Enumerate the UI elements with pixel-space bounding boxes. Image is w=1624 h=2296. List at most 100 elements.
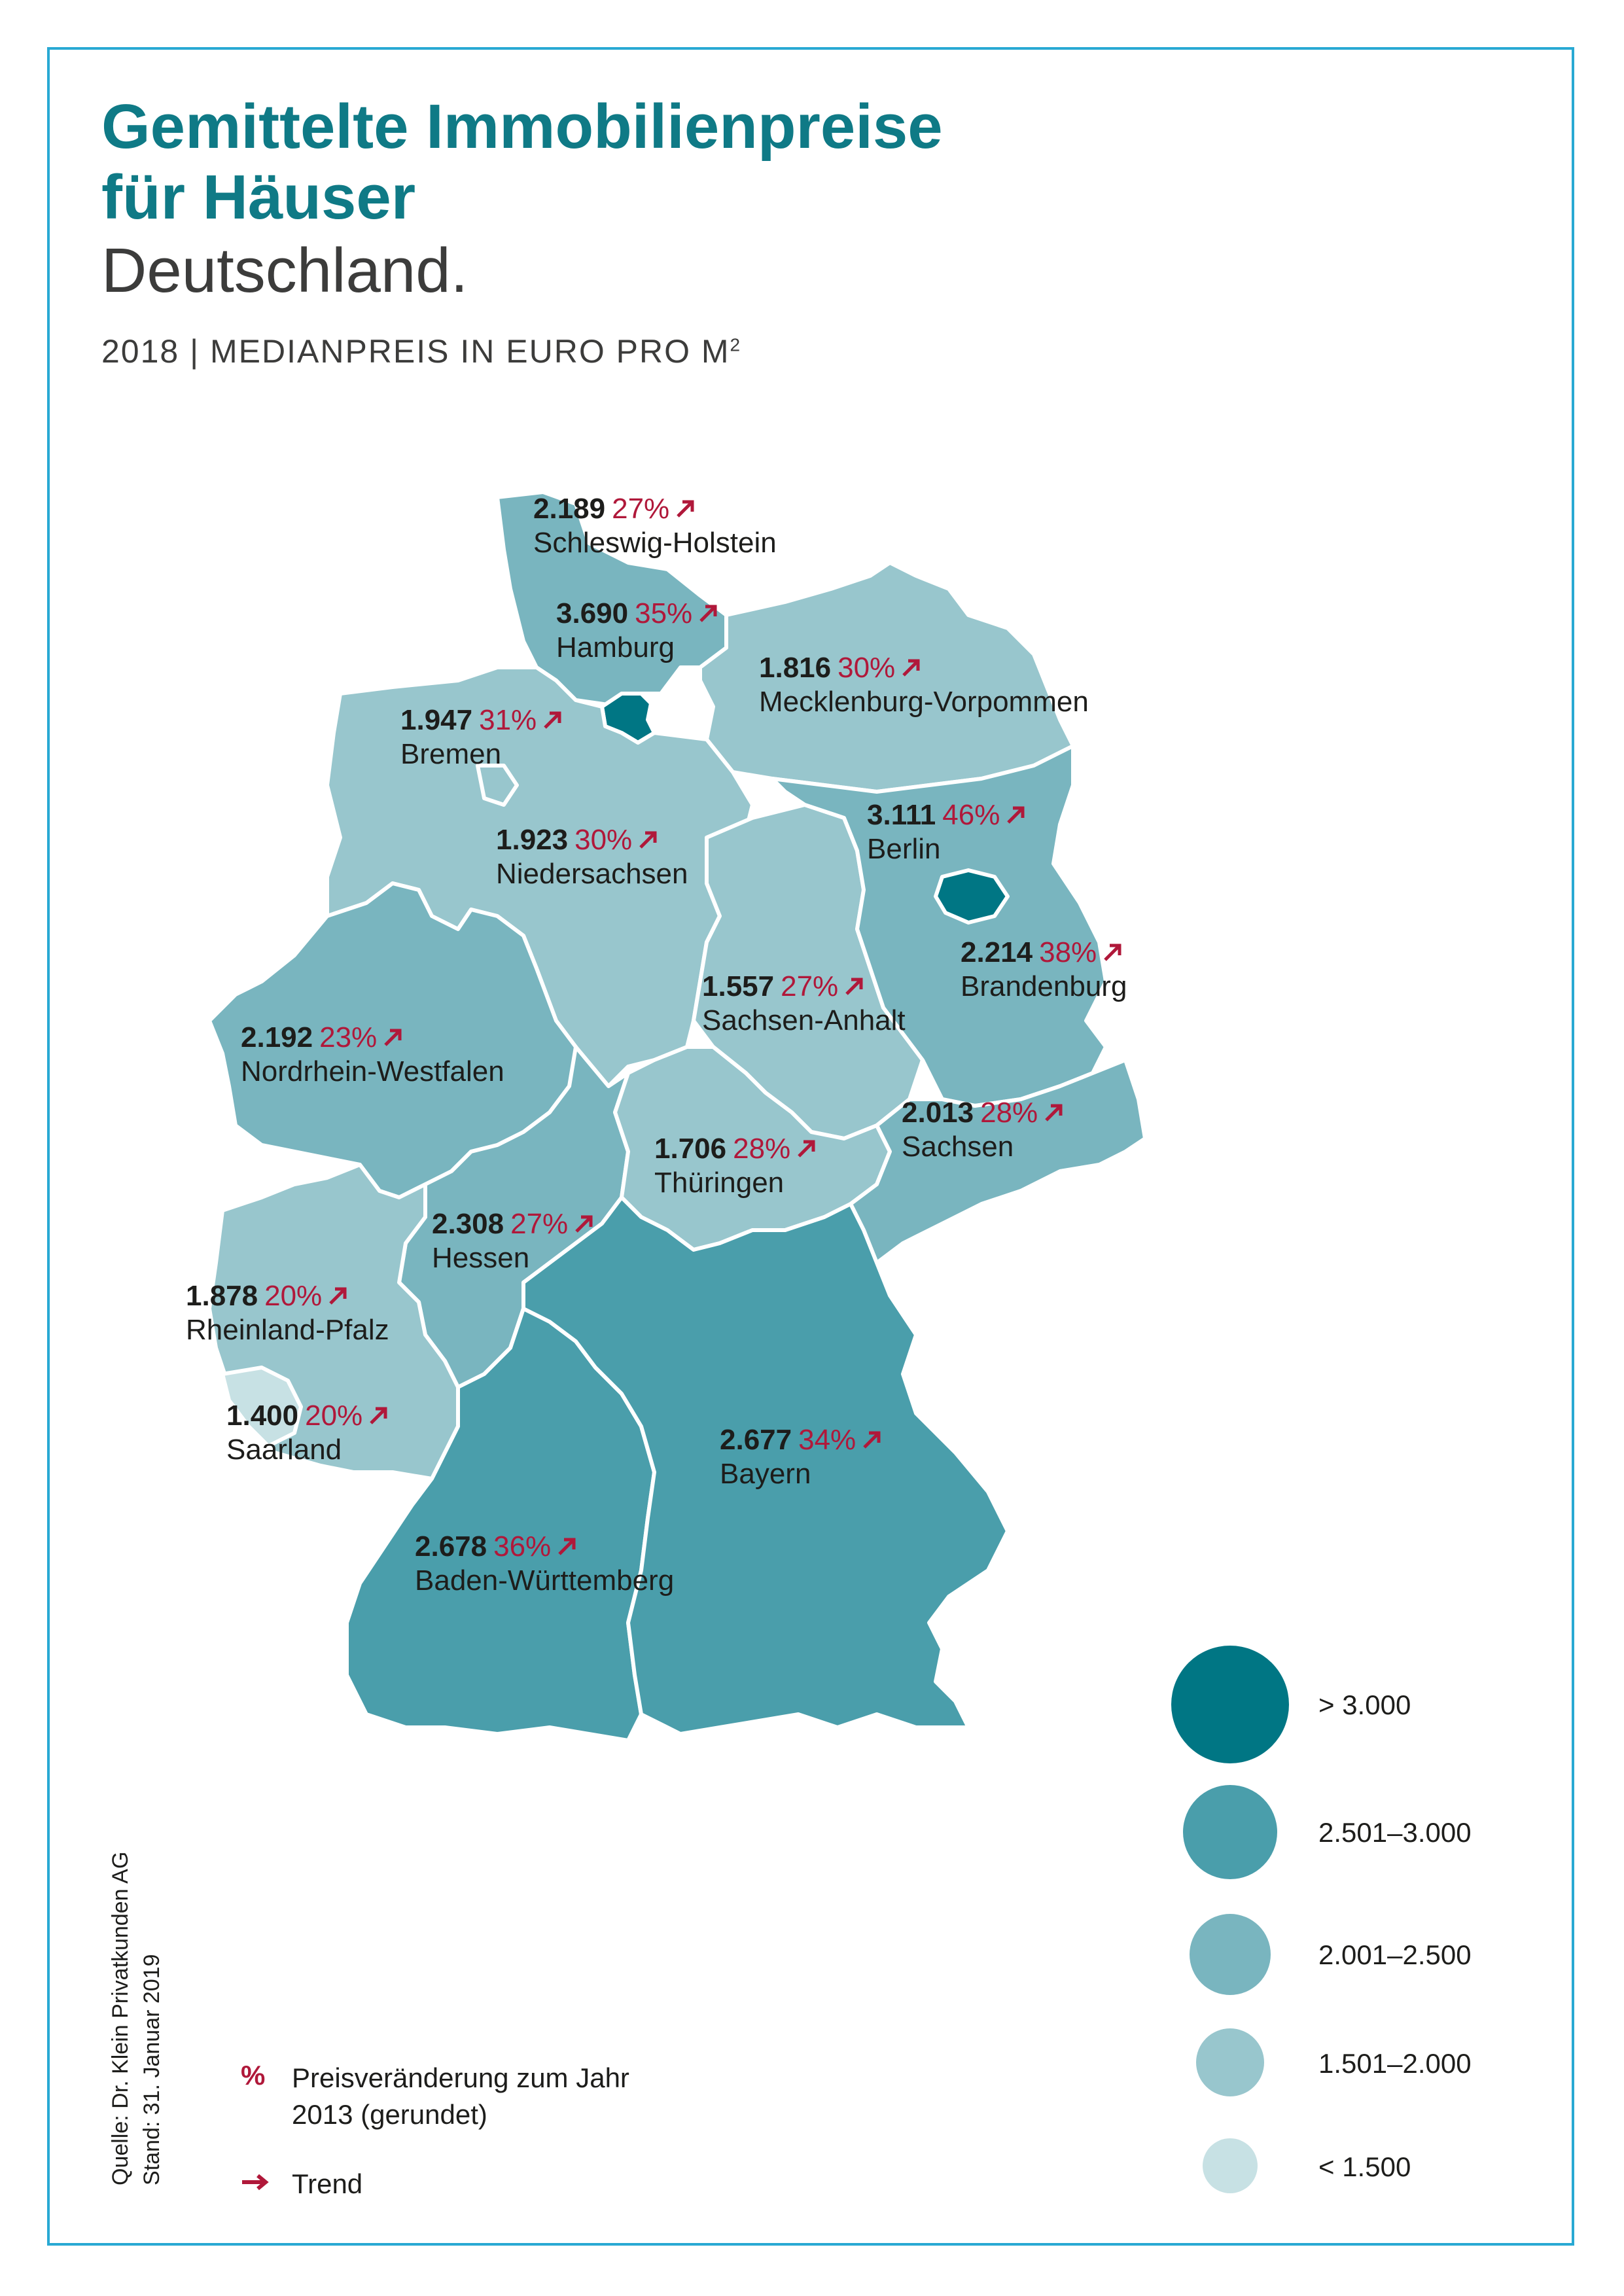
region-bremen <box>476 764 519 807</box>
trend-arrow-icon <box>329 1287 347 1305</box>
trend-arrow-icon <box>558 1538 576 1555</box>
percent-note: % Preisveränderung zum Jahr 2013 (gerund… <box>241 2060 699 2138</box>
title-line-2: für Häuser <box>101 162 416 232</box>
trend-arrow-icon <box>902 659 920 677</box>
label-rheinland-pfalz: 1.878 20% Rheinland-Pfalz <box>186 1279 389 1347</box>
region-change: 27% <box>781 970 839 1002</box>
region-change: 27% <box>510 1208 569 1240</box>
page-frame <box>47 47 1574 2246</box>
percent-symbol: % <box>241 2060 266 2091</box>
region-name: Sachsen-Anhalt <box>702 1004 906 1036</box>
region-change: 30% <box>838 652 896 684</box>
trend-note: Trend <box>241 2166 503 2205</box>
region-value: 2.308 <box>432 1208 504 1240</box>
region-value: 2.214 <box>961 936 1033 968</box>
region-change: 31% <box>479 704 537 736</box>
region-value: 1.557 <box>702 970 775 1002</box>
trend-arrow-icon <box>384 1029 402 1046</box>
region-name: Saarland <box>226 1434 342 1466</box>
legend-circle-2001-2500 <box>1190 1914 1271 1995</box>
region-berlin <box>934 868 1010 925</box>
region-saarland <box>221 1366 303 1448</box>
region-value: 1.947 <box>400 704 473 736</box>
source-credit: Quelle: Dr. Klein Privatkunden AG Stand:… <box>105 1852 168 2185</box>
trend-arrow-icon <box>575 1215 593 1233</box>
label-bayern: 2.677 34% Bayern <box>720 1423 883 1491</box>
region-name: Schleswig-Holstein <box>533 527 777 559</box>
region-change: 28% <box>980 1097 1038 1129</box>
legend-circle-2501-3000 <box>1183 1785 1277 1879</box>
legend-circle-under-1500 <box>1203 2138 1258 2193</box>
region-change: 35% <box>635 597 693 629</box>
region-change: 23% <box>319 1021 378 1053</box>
legend-circle-over-3000 <box>1171 1646 1289 1763</box>
source-line-2: Stand: 31. Januar 2019 <box>139 1954 164 2186</box>
trend-arrow-icon <box>242 2174 269 2191</box>
legend-label-2501-3000: 2.501–3.000 <box>1318 1817 1472 1848</box>
label-sachsen: 2.013 28% Sachsen <box>902 1096 1065 1164</box>
trend-arrow-icon <box>798 1140 815 1157</box>
region-value: 2.189 <box>533 493 606 525</box>
region-value: 1.400 <box>226 1400 299 1432</box>
label-bremen: 1.947 31% Bremen <box>400 703 564 771</box>
trend-note-text: Trend <box>292 2168 363 2199</box>
label-baden-wuerttemberg: 2.678 36% Baden-Württemberg <box>415 1530 674 1598</box>
legend-label-1501-2000: 1.501–2.000 <box>1318 2048 1472 2079</box>
region-name: Rheinland-Pfalz <box>186 1314 389 1346</box>
region-name: Brandenburg <box>961 970 1127 1002</box>
page-subtitle: Deutschland. <box>101 236 468 306</box>
legend-label-2001-2500: 2.001–2.500 <box>1318 1939 1472 1970</box>
region-value: 1.706 <box>654 1133 727 1165</box>
label-thueringen: 1.706 28% Thüringen <box>654 1132 818 1200</box>
caption-superscript: 2 <box>730 334 742 355</box>
region-change: 46% <box>942 799 1000 831</box>
region-change: 20% <box>305 1400 363 1432</box>
region-name: Nordrhein-Westfalen <box>241 1055 504 1087</box>
region-change: 30% <box>574 824 633 856</box>
region-value: 3.690 <box>556 597 629 629</box>
label-sachsen-anhalt: 1.557 27% Sachsen-Anhalt <box>702 970 906 1038</box>
region-value: 2.678 <box>415 1530 487 1563</box>
trend-arrow-icon <box>544 711 561 729</box>
caption-text: 2018 | MEDIANPREIS IN EURO PRO M <box>101 333 730 370</box>
trend-arrow-icon <box>845 978 863 995</box>
trend-arrow-icon <box>370 1407 387 1424</box>
title-line-1: Gemittelte Immobilienpreise <box>101 92 943 162</box>
region-name: Baden-Württemberg <box>415 1564 675 1597</box>
label-hessen: 2.308 27% Hessen <box>432 1207 595 1275</box>
region-value: 1.878 <box>186 1280 258 1312</box>
trend-arrow-icon <box>677 500 694 518</box>
percent-note-text: Preisveränderung zum Jahr 2013 (gerundet… <box>292 2062 629 2130</box>
region-value: 2.013 <box>902 1097 974 1129</box>
region-name: Berlin <box>867 833 941 865</box>
label-schleswig-holstein: 2.189 27% Schleswig-Holstein <box>533 492 777 560</box>
label-berlin: 3.111 46% Berlin <box>867 798 1027 866</box>
trend-arrow-icon <box>639 831 657 849</box>
legend-label-over-3000: > 3.000 <box>1318 1689 1411 1720</box>
region-name: Mecklenburg-Vorpommen <box>759 686 1089 718</box>
label-brandenburg: 2.214 38% Brandenburg <box>961 936 1127 1004</box>
region-value: 1.923 <box>496 824 569 856</box>
label-mecklenburg-vorpommern: 1.816 30% Mecklenburg-Vorpommen <box>759 651 1089 719</box>
region-value: 1.816 <box>759 652 832 684</box>
region-name: Thüringen <box>654 1167 785 1199</box>
region-name: Hessen <box>432 1242 530 1274</box>
region-value: 3.111 <box>867 799 936 831</box>
region-name: Niedersachsen <box>496 858 688 890</box>
page-title: Gemittelte Immobilienpreise für Häuser <box>101 92 943 233</box>
label-saarland: 1.400 20% Saarland <box>226 1399 390 1467</box>
region-value: 2.677 <box>720 1424 792 1456</box>
legend-circle-1501-2000 <box>1196 2028 1264 2096</box>
region-schleswig-holstein <box>495 490 728 709</box>
label-hamburg: 3.690 35% Hamburg <box>556 597 720 665</box>
region-change: 34% <box>798 1424 856 1456</box>
label-niedersachsen: 1.923 30% Niedersachsen <box>496 823 688 891</box>
trend-arrow-icon <box>1045 1104 1063 1122</box>
region-name: Hamburg <box>556 631 675 663</box>
region-name: Sachsen <box>902 1131 1014 1163</box>
region-change: 28% <box>733 1133 791 1165</box>
legend-label-under-1500: < 1.500 <box>1318 2151 1411 2182</box>
region-change: 38% <box>1039 936 1097 968</box>
trend-arrow-icon <box>699 605 717 622</box>
region-value: 2.192 <box>241 1021 313 1053</box>
